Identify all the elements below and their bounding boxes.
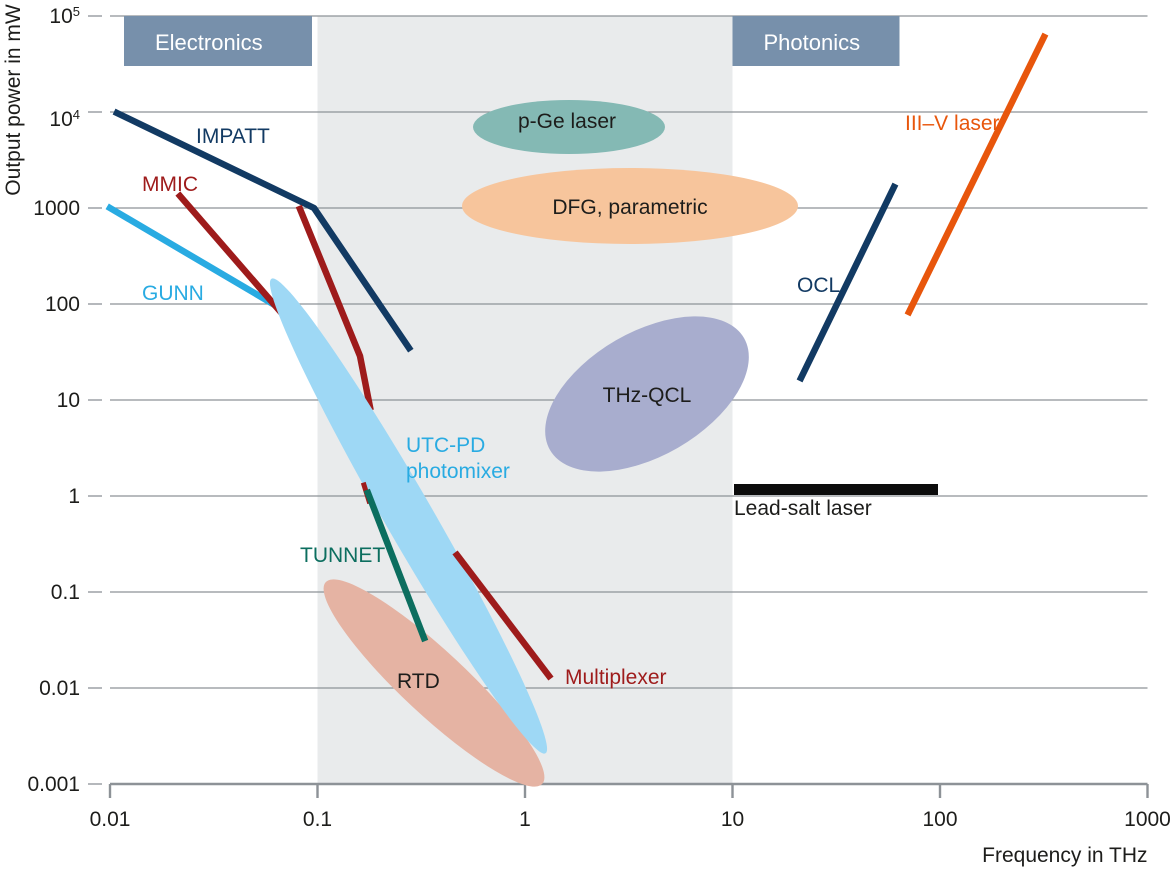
svg-text:0.001: 0.001 (27, 773, 80, 796)
svg-text:p-Ge laser: p-Ge laser (518, 110, 616, 133)
svg-text:DFG, parametric: DFG, parametric (552, 196, 707, 219)
svg-text:1: 1 (519, 808, 531, 831)
svg-text:100: 100 (922, 808, 957, 831)
svg-text:Output power in mW: Output power in mW (2, 4, 25, 196)
svg-text:0.1: 0.1 (51, 581, 80, 604)
svg-text:1000: 1000 (33, 197, 80, 220)
svg-text:Electronics: Electronics (155, 30, 263, 55)
svg-text:0.01: 0.01 (90, 808, 131, 831)
svg-text:TUNNET: TUNNET (300, 544, 385, 567)
svg-text:Photonics: Photonics (764, 30, 861, 55)
svg-text:UTC-PD: UTC-PD (406, 434, 485, 457)
svg-text:Frequency in THz: Frequency in THz (982, 844, 1147, 867)
svg-text:104: 104 (49, 107, 80, 131)
svg-text:RTD: RTD (397, 670, 440, 693)
svg-text:105: 105 (49, 4, 80, 28)
svg-text:MMIC: MMIC (142, 173, 198, 196)
svg-text:IMPATT: IMPATT (196, 125, 270, 148)
svg-text:10: 10 (57, 389, 80, 412)
svg-text:10: 10 (721, 808, 744, 831)
svg-text:1000: 1000 (1124, 808, 1171, 831)
svg-text:THz-QCL: THz-QCL (603, 384, 692, 407)
svg-text:Lead-salt laser: Lead-salt laser (734, 497, 872, 520)
svg-text:0.1: 0.1 (303, 808, 332, 831)
svg-text:1: 1 (68, 485, 80, 508)
svg-text:III–V laser: III–V laser (905, 112, 1000, 135)
svg-text:Multiplexer: Multiplexer (565, 666, 667, 689)
svg-text:GUNN: GUNN (142, 282, 204, 305)
svg-text:0.01: 0.01 (39, 677, 80, 700)
svg-text:OCL: OCL (797, 274, 840, 297)
svg-text:100: 100 (45, 293, 80, 316)
svg-text:photomixer: photomixer (406, 460, 510, 483)
